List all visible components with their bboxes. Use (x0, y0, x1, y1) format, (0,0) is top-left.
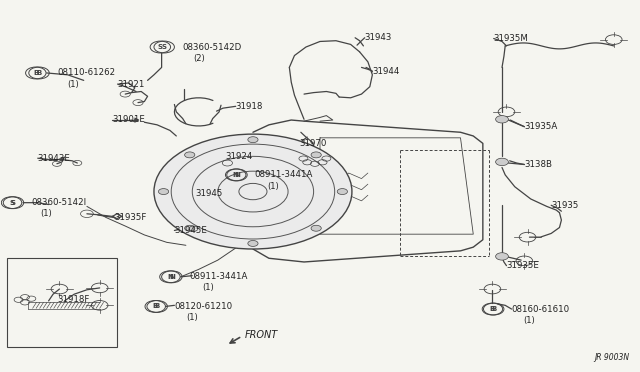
Circle shape (495, 158, 508, 166)
Text: S: S (11, 200, 16, 206)
Circle shape (337, 189, 348, 195)
Circle shape (154, 134, 352, 249)
Text: 31945: 31945 (195, 189, 223, 198)
Text: B: B (490, 306, 495, 312)
Circle shape (311, 152, 321, 158)
Text: (2): (2) (193, 54, 205, 62)
Text: 31935F: 31935F (115, 213, 147, 222)
Text: 08360-5142D: 08360-5142D (182, 42, 242, 51)
Text: B: B (33, 70, 38, 76)
Text: 31935M: 31935M (493, 34, 529, 43)
Text: N: N (167, 274, 173, 280)
Text: 31944: 31944 (372, 67, 400, 76)
Text: 08110-61262: 08110-61262 (57, 68, 115, 77)
Text: S: S (9, 200, 14, 206)
Text: (1): (1) (186, 313, 198, 322)
Text: S: S (162, 44, 166, 50)
Text: S: S (158, 44, 163, 50)
Text: 31918: 31918 (236, 102, 263, 111)
Circle shape (248, 137, 258, 142)
Circle shape (184, 152, 195, 158)
Circle shape (495, 253, 508, 260)
Text: B: B (152, 304, 158, 310)
Text: 3138B: 3138B (524, 160, 552, 169)
Text: 31924: 31924 (225, 152, 253, 161)
Circle shape (184, 225, 195, 231)
Text: 31935E: 31935E (506, 261, 540, 270)
Text: 31970: 31970 (300, 139, 327, 148)
Text: FRONT: FRONT (244, 330, 278, 340)
Circle shape (495, 116, 508, 123)
Text: B: B (491, 306, 497, 312)
Text: N: N (233, 172, 239, 178)
Text: B: B (36, 70, 42, 76)
Text: (1): (1) (40, 209, 52, 218)
Text: 08911-3441A: 08911-3441A (189, 272, 248, 281)
Text: B: B (154, 304, 160, 310)
Text: (1): (1) (268, 182, 280, 190)
Text: 31943: 31943 (365, 33, 392, 42)
Text: (1): (1) (202, 283, 214, 292)
Bar (7, 258, 117, 347)
Text: 08360-5142I: 08360-5142I (31, 198, 86, 207)
Text: 08160-61610: 08160-61610 (511, 305, 570, 314)
Circle shape (159, 189, 169, 195)
Text: 31943E: 31943E (38, 154, 70, 163)
Text: 31945E: 31945E (174, 226, 207, 235)
Text: JR 9003N: JR 9003N (595, 353, 630, 362)
Text: 31935: 31935 (551, 201, 579, 210)
Text: 31918F: 31918F (57, 295, 89, 304)
Text: (1): (1) (523, 316, 535, 325)
Text: 31935A: 31935A (524, 122, 557, 131)
Text: (1): (1) (68, 80, 79, 89)
Text: 08911-3441A: 08911-3441A (255, 170, 313, 179)
Text: 31921: 31921 (118, 80, 145, 89)
Text: 31901E: 31901E (113, 115, 145, 124)
Circle shape (311, 225, 321, 231)
Text: 08120-61210: 08120-61210 (174, 302, 232, 311)
Circle shape (248, 240, 258, 246)
Text: N: N (169, 274, 175, 280)
Text: N: N (234, 172, 240, 178)
